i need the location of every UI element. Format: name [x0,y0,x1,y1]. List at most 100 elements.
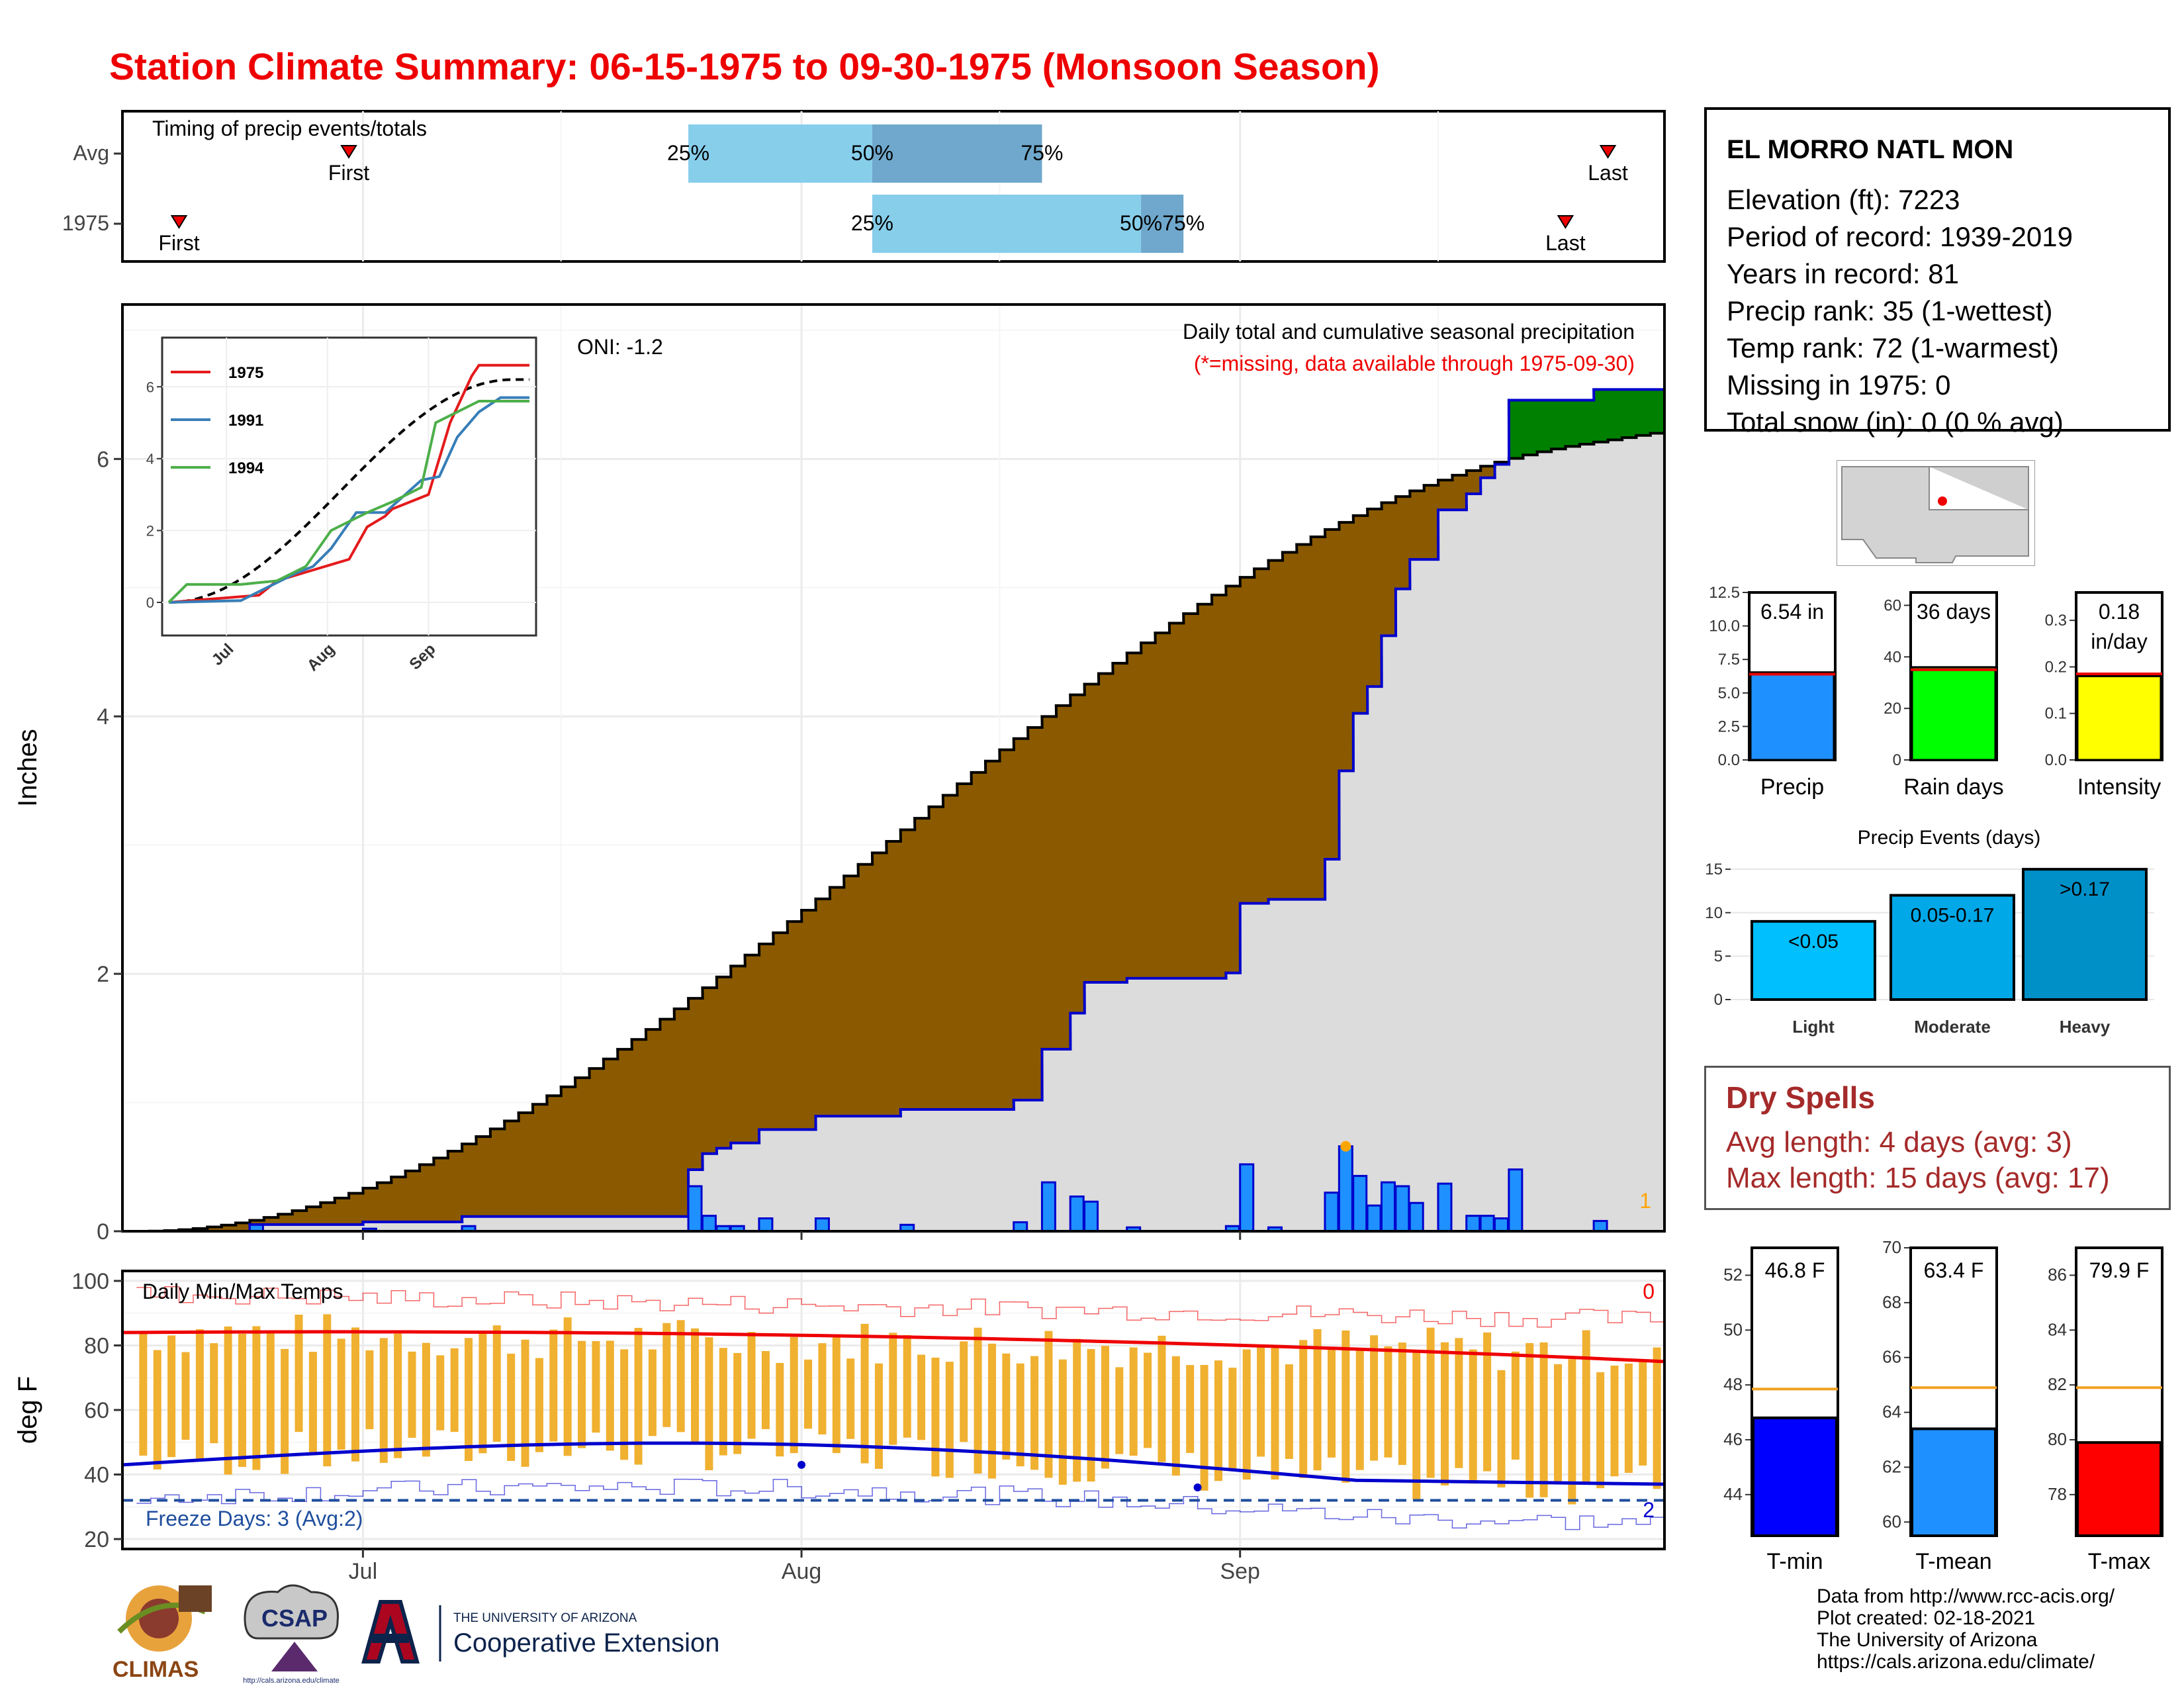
timing-bar-lower-half [688,124,872,183]
precip-deficit-band [886,841,901,1117]
temp-daily-range-bar [931,1357,940,1477]
temp-summary-y-tick-label: 82 [2048,1374,2067,1394]
temp-summary-y-tick-label: 48 [1723,1374,1743,1394]
credit-url: https://cals.arizona.edu/climate/ [1817,1651,2095,1673]
temp-summary-y-tick-label: 80 [2048,1429,2067,1449]
temp-daily-range-bar [450,1348,459,1432]
inset-series-line [167,400,529,604]
temp-daily-range-bar [620,1349,629,1460]
precip-deficit-band [1028,727,1042,1100]
summary-bar-fill [1911,666,1997,761]
csap-logo-url: http://cals.arizona.edu/climate [243,1677,340,1685]
precip-y-tick-label: 4 [97,704,109,729]
temp-avg-min-line [122,1441,1665,1486]
precip-daily-bar [1324,1192,1340,1233]
station-info-panel: EL MORRO NATL MON Elevation (ft): 7223 P… [1704,107,2171,438]
precip-chart: 0 2 4 6 Inches ONI: -1.2 Daily total and cu… [13,303,1666,1244]
events-bar-label: >0.17 [2060,878,2110,900]
precip-deficit-band [490,1129,505,1217]
summary-bars-chart: 0.0 2.5 5.0 7.5 10.0 12.5 6.54 in Precip 0 20 40 60… [1709,584,2163,800]
precip-deficit-band [801,910,816,1130]
temp-daily-range-bar [1299,1340,1308,1478]
temp-daily-range-bar [1242,1349,1251,1480]
temp-daily-range-bar [733,1352,742,1454]
precip-deficit-band [1113,663,1128,982]
station-years: Years in record: 81 [1727,258,1959,289]
page-title: Station Climate Summary: 06-15-1975 to 0… [109,46,1380,88]
temp-daily-range-bar [1455,1338,1463,1468]
precip-daily-bar [1493,1217,1509,1233]
temp-summary-name: T-mean [1915,1549,1991,1574]
precip-deficit-band [363,1188,378,1222]
precip-deficit-band [1367,508,1382,687]
temp-daily-range-bar [1483,1332,1492,1472]
dry-spells-max: Max length: 15 days (avg: 17) [1726,1162,2110,1194]
precip-surplus-band [1523,400,1538,455]
precip-y-tick-label: 6 [97,447,109,472]
precip-deficit-band [292,1210,307,1225]
temp-summary-y-tick-label: 66 [1882,1347,1901,1367]
events-bar [1889,894,2015,1001]
temp-daily-range-bar [167,1335,176,1458]
station-missing: Missing in 1975: 0 [1727,369,1951,400]
temp-daily-range-bar [1653,1347,1661,1489]
precip-daily-bar [1352,1174,1368,1233]
temp-daily-range-bar [1497,1370,1506,1488]
summary-y-tick-label: 12.5 [1709,584,1740,602]
credit-data-source: Data from http://www.rcc-acis.org/ [1817,1585,2115,1607]
precip-deficit-band [447,1150,463,1222]
precip-deficit-band [1254,569,1269,904]
precip-y-tick-label: 2 [97,962,109,987]
temp-daily-range-bar [1384,1346,1392,1458]
timing-marker [1599,145,1617,159]
precip-surplus-band [1537,400,1552,452]
station-precip-rank: Precip rank: 35 (1-wettest) [1727,295,2053,326]
precip-deficit-band [674,1009,689,1217]
precip-deficit-band [306,1207,321,1225]
temp-summary-value: 79.9 F [2089,1258,2150,1282]
summary-bar-name: Intensity [2077,774,2161,800]
precip-deficit-band [349,1193,363,1225]
station-temp-rank: Temp rank: 72 (1-warmest) [1727,332,2059,363]
timing-bar-lower-half [872,195,1142,253]
precip-deficit-band [1013,738,1028,1100]
ua-logo: THE UNIVERSITY OF ARIZONA Cooperative Ex… [361,1600,719,1664]
precip-deficit-band [278,1214,293,1225]
precip-deficit-band [1381,502,1396,636]
precip-daily-bar [1394,1185,1410,1233]
temp-daily-range-bar [1412,1351,1421,1499]
precip-y-title: Inches [13,729,42,807]
temp-daily-range-bar [1313,1329,1322,1471]
events-y-tick-label: 0 [1714,991,1723,1009]
temp-x-tick-label: Jul [349,1559,377,1584]
temp-daily-range-bar [507,1353,516,1461]
precip-deficit-band [1466,470,1481,494]
summary-bar-fill [1749,671,1835,761]
freeze-days-label: Freeze Days: 3 (Avg:2) [146,1507,363,1530]
precip-deficit-band [476,1136,491,1217]
precip-deficit-band [815,898,831,1117]
precip-deficit-band [957,784,972,1110]
precip-daily-bar [814,1217,830,1233]
precip-daily-bar [687,1185,703,1233]
station-location-marker [1938,496,1947,506]
precip-deficit-band [1310,537,1326,900]
station-name: EL MORRO NATL MON [1727,135,2014,164]
precip-deficit-band [1240,577,1255,904]
precip-deficit-band [915,818,929,1110]
temp-daily-range-bar [1624,1363,1633,1474]
precip-deficit-band [1410,491,1425,560]
temp-daily-range-bar [606,1340,614,1451]
station-elevation: Elevation (ft): 7223 [1727,184,1960,215]
temp-summary-name: T-min [1767,1549,1823,1574]
precip-deficit-band [872,853,887,1117]
precip-corner-count: 1 [1639,1189,1651,1213]
timing-pct-label: 50% [1120,211,1162,235]
inset-avg-line [168,378,529,604]
precip-daily-bar [1465,1215,1481,1233]
temp-daily-range-bar [1129,1347,1138,1456]
precip-deficit-band [1452,475,1467,510]
precip-frame [121,303,1666,1233]
temp-daily-range-bar [195,1329,204,1461]
precip-deficit-band [236,1223,250,1231]
